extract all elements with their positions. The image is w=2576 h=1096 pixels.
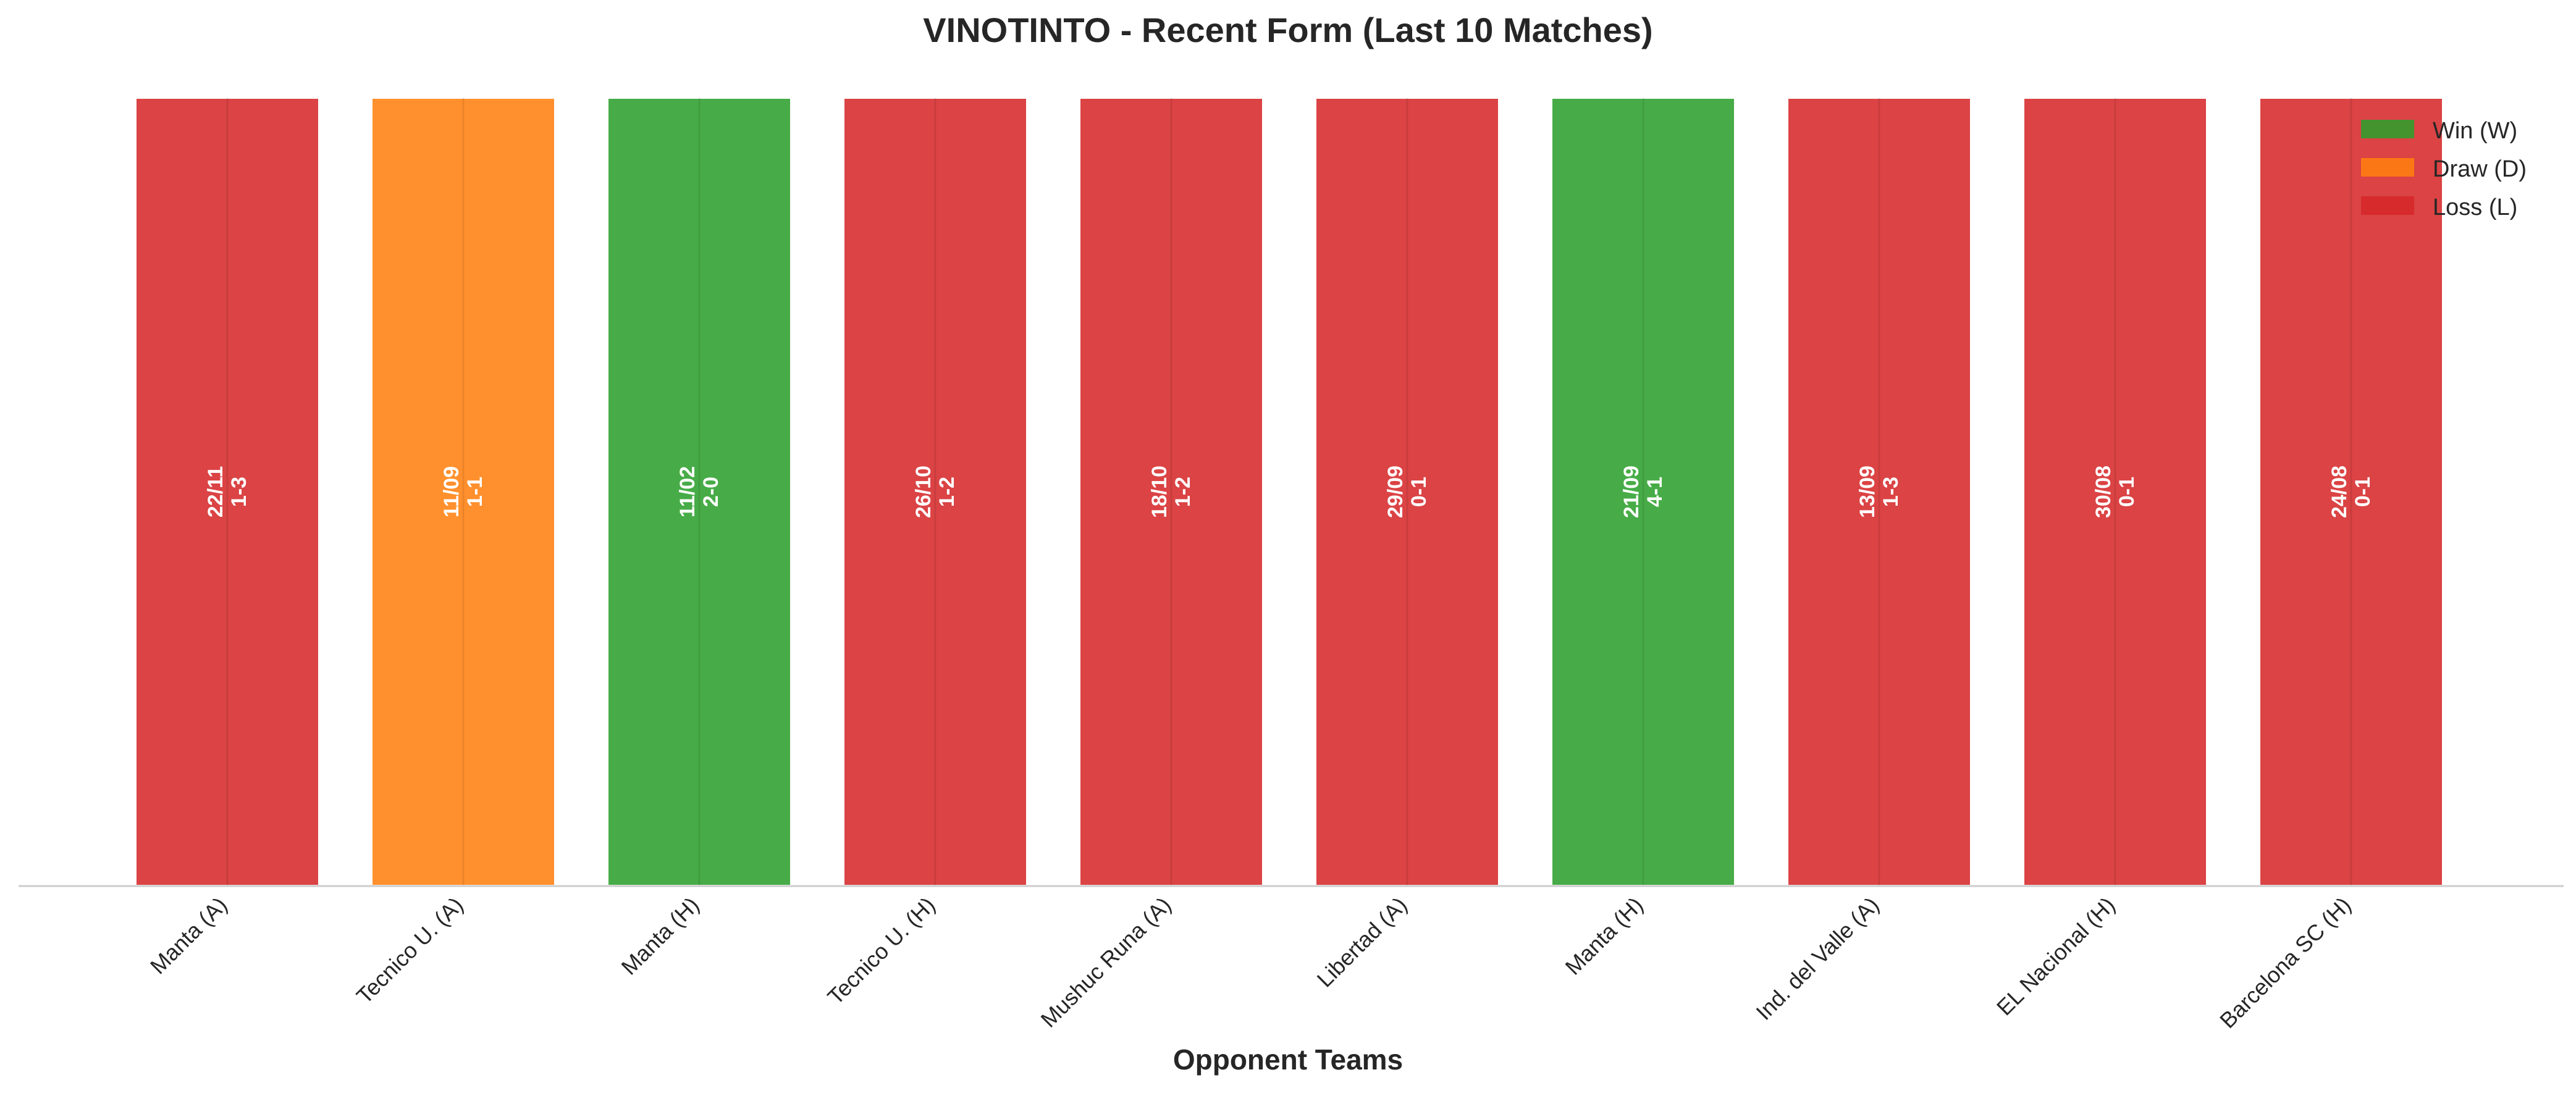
match-date: 30/08 — [2092, 466, 2115, 518]
match-date: 18/10 — [1148, 466, 1171, 518]
x-tick-label: Libertad (A) — [1312, 892, 1412, 992]
bar-10 — [2258, 96, 2444, 887]
legend-label-d: Draw (D) — [2433, 156, 2527, 182]
x-tick-label: EL Nacional (H) — [1992, 892, 2120, 1021]
match-score: 1-2 — [1171, 477, 1195, 507]
match-date: 11/02 — [676, 466, 699, 517]
x-tick-label: Barcelona SC (H) — [2215, 892, 2355, 1033]
match-date: 13/09 — [1856, 466, 1879, 518]
bar-label: 22/111-3 — [204, 466, 251, 517]
match-score: 1-3 — [1879, 477, 1903, 507]
x-tick-labels: Manta (A) Tecnico U. (A) Manta (H) Tecnico … — [145, 892, 2356, 1033]
bar-4 — [842, 96, 1029, 887]
x-tick-label: Tecnico U. (H) — [822, 892, 940, 1010]
match-score: 4-1 — [1643, 477, 1667, 507]
match-date: 21/09 — [1620, 466, 1643, 518]
bar-label: 11/091-1 — [440, 466, 487, 517]
x-tick-label: Manta (H) — [617, 892, 704, 980]
bar-label: 24/080-1 — [2328, 466, 2375, 518]
legend-swatch-d — [2361, 158, 2414, 177]
legend-label-l: Loss (L) — [2433, 195, 2517, 220]
bar-label: 13/091-3 — [1856, 466, 1903, 518]
x-tick-label: Ind. del Valle (A) — [1751, 892, 1884, 1025]
bar-5 — [1078, 96, 1265, 887]
match-date: 24/08 — [2328, 466, 2351, 518]
legend-swatch-w — [2361, 120, 2414, 138]
match-score: 0-1 — [2351, 477, 2375, 507]
bar-1 — [134, 96, 321, 887]
match-date: 11/09 — [440, 466, 463, 517]
bar-6 — [1314, 96, 1501, 887]
bar-label: 21/094-1 — [1620, 466, 1667, 518]
match-date: 29/09 — [1384, 466, 1407, 518]
match-score: 1-2 — [935, 477, 959, 507]
x-tick-label: Tecnico U. (A) — [351, 892, 468, 1009]
match-score: 1-1 — [463, 477, 487, 507]
x-tick-label: Mushuc Runa (A) — [1036, 892, 1176, 1032]
x-tick-label: Manta (A) — [145, 892, 232, 979]
match-score: 0-1 — [2115, 477, 2139, 507]
x-axis-label: Opponent Teams — [1173, 1044, 1403, 1076]
chart-title: VINOTINTO - Recent Form (Last 10 Matches… — [923, 10, 1652, 49]
bar-label: 11/022-0 — [676, 466, 723, 517]
match-date: 26/10 — [912, 466, 935, 518]
bar-label: 30/080-1 — [2092, 466, 2139, 518]
legend-label-w: Win (W) — [2433, 118, 2517, 144]
bars-layer: 22/111-3 11/091-1 11/022-0 26/101-2 18/101-2… — [134, 96, 2444, 887]
bar-label: 29/090-1 — [1384, 466, 1431, 518]
match-score: 0-1 — [1407, 477, 1431, 507]
x-tick-label: Manta (H) — [1560, 892, 1648, 980]
match-score: 1-3 — [227, 477, 251, 507]
match-score: 2-0 — [699, 477, 723, 507]
bar-2 — [370, 96, 557, 887]
legend-swatch-l — [2361, 196, 2414, 215]
bar-label: 26/101-2 — [912, 466, 959, 518]
bar-7 — [1550, 96, 1736, 887]
bar-label: 18/101-2 — [1148, 466, 1195, 518]
match-date: 22/11 — [204, 466, 227, 517]
legend: Win (W) Draw (D) Loss (L) — [2361, 118, 2527, 220]
bar-3 — [606, 96, 793, 887]
